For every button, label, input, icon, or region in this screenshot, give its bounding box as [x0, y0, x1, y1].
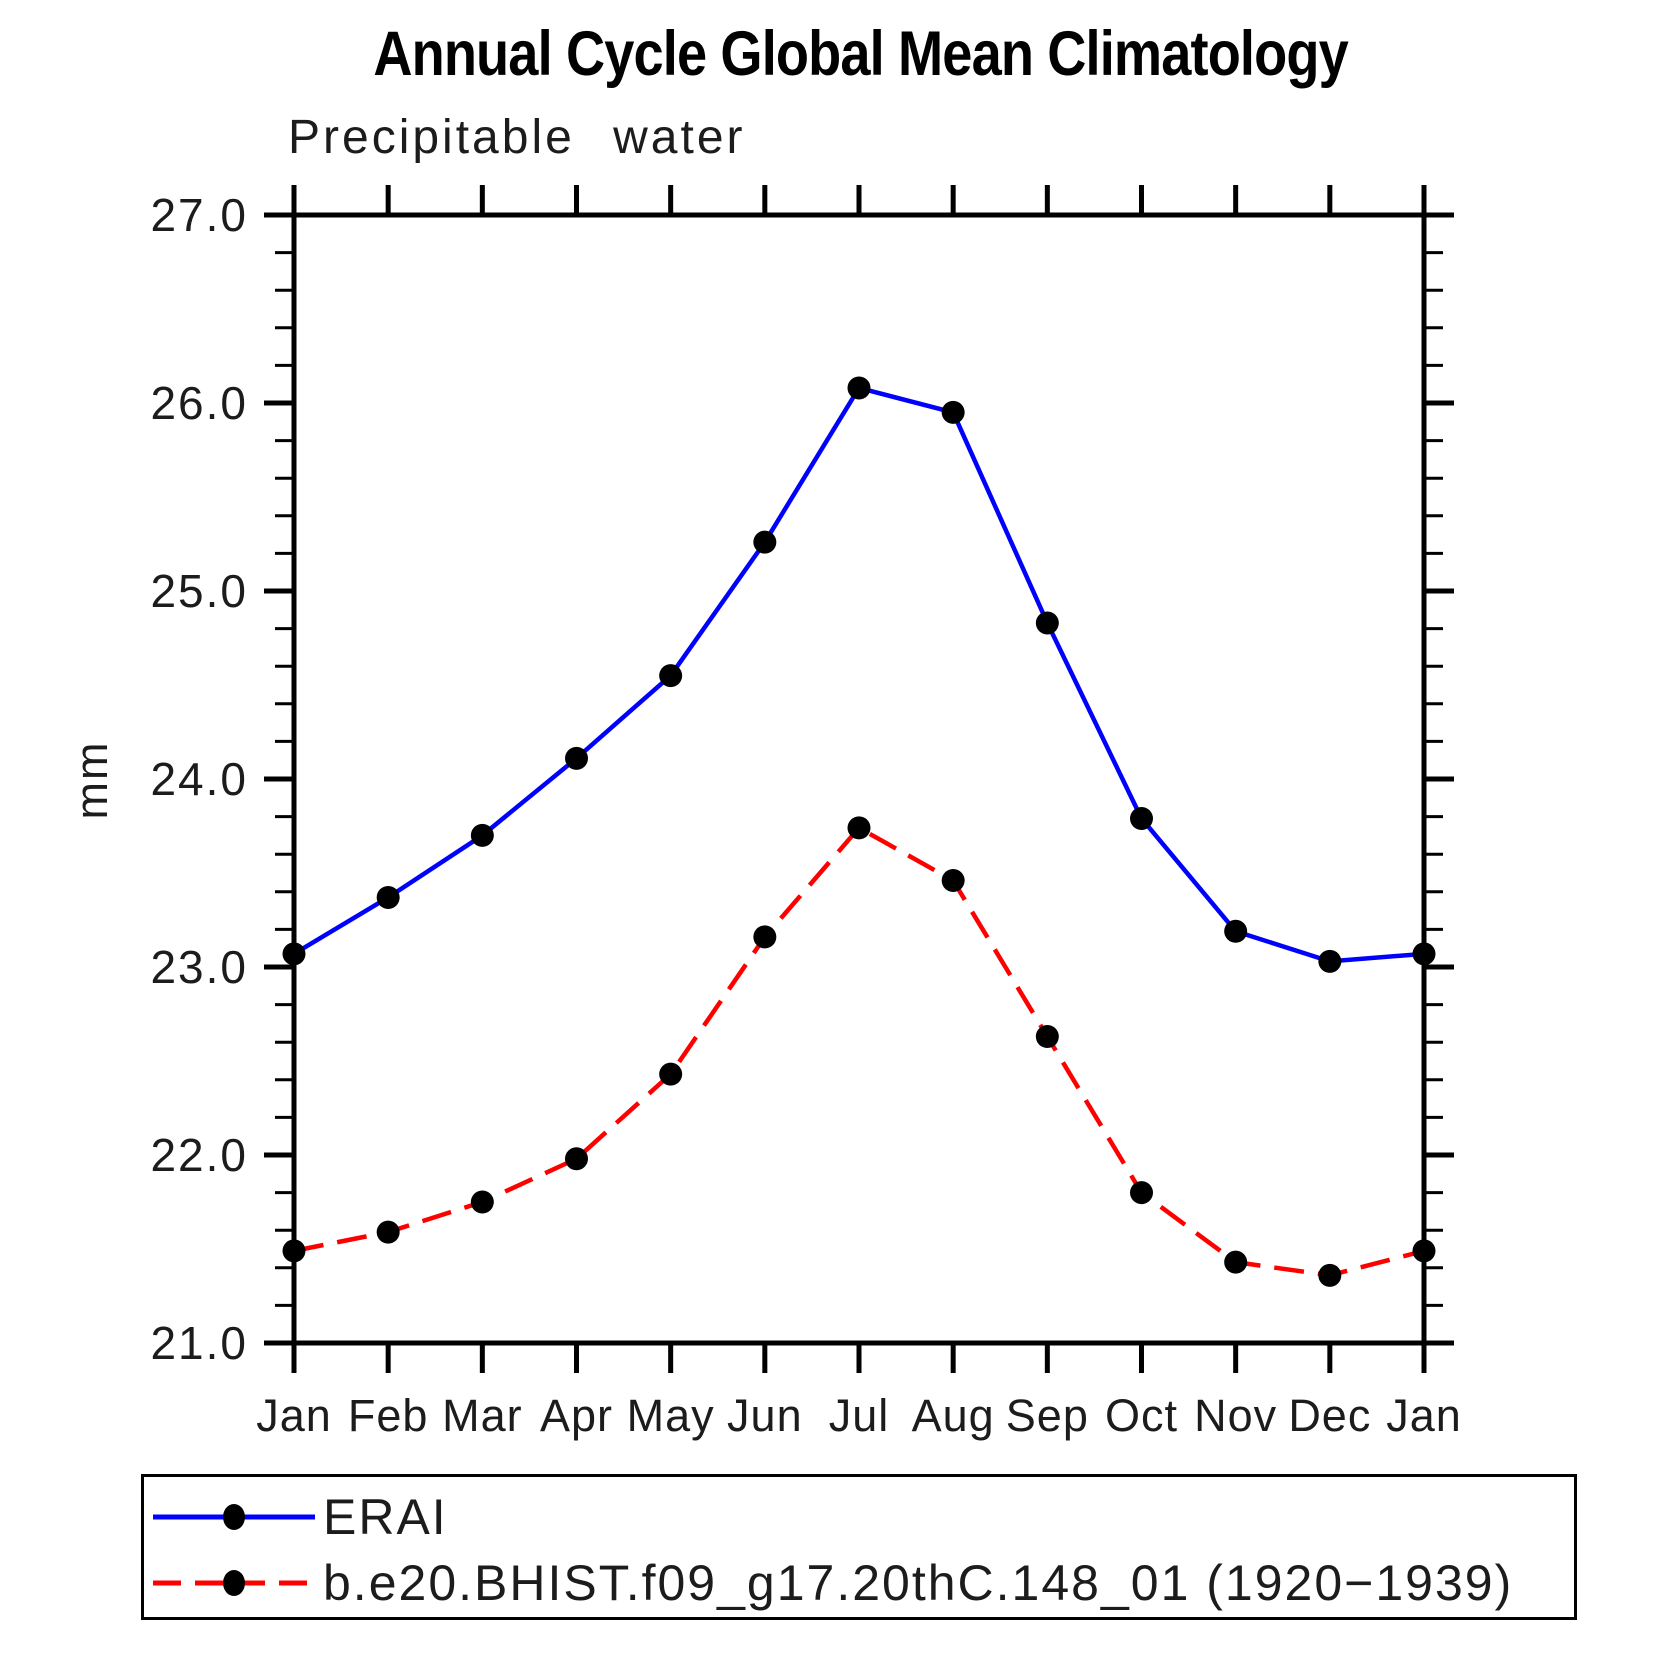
series-0-marker [753, 530, 777, 554]
series-1-marker [470, 1190, 494, 1214]
series-1-marker [1035, 1025, 1059, 1049]
series-1-marker [941, 869, 965, 893]
chart-title: Annual Cycle Global Mean Climatology [294, 18, 1424, 90]
series-0-marker [1412, 942, 1436, 966]
series-1-marker [376, 1220, 400, 1244]
y-tick-label: 22.0 [150, 1129, 248, 1181]
y-tick-label: 24.0 [150, 753, 248, 805]
series-0-marker [941, 400, 965, 424]
series-0-marker [847, 376, 871, 400]
series-0-marker [1130, 806, 1153, 830]
series-1-marker [282, 1239, 306, 1263]
series-0-marker [282, 942, 306, 966]
x-tick-label: Feb [348, 1390, 429, 1441]
y-tick-label: 21.0 [150, 1317, 248, 1369]
legend-label-erai: ERAI [323, 1489, 448, 1545]
series-0-marker [659, 664, 683, 688]
x-tick-label: Jun [727, 1390, 803, 1441]
series-0-marker [1318, 949, 1342, 973]
series-0-marker [1224, 919, 1248, 943]
series-line-1 [293, 825, 1425, 1278]
x-tick-label: Oct [1105, 1390, 1178, 1441]
series-1-marker [847, 816, 871, 840]
legend-marker-0 [223, 1504, 245, 1530]
x-tick-label: Jan [1386, 1390, 1462, 1441]
series-0-marker [470, 823, 494, 847]
series-1-marker [659, 1062, 683, 1086]
y-tick-label: 23.0 [150, 941, 248, 993]
chart-subtitle: Precipitable water [288, 111, 746, 164]
x-tick-label: Sep [1006, 1390, 1089, 1441]
series-0-marker [1035, 611, 1059, 635]
x-tick-label: Dec [1288, 1390, 1371, 1441]
series-1-marker [1318, 1263, 1342, 1287]
x-tick-label: Jul [829, 1390, 890, 1441]
legend-label-model: b.e20.BHIST.f09_g17.20thC.148_01 (1920−1… [323, 1555, 1514, 1611]
legend-marker-1 [223, 1570, 245, 1596]
x-tick-label: Apr [540, 1390, 613, 1441]
legend-line-sample-model [153, 1570, 315, 1596]
series-0-marker [376, 885, 400, 909]
y-tick-label: 27.0 [150, 189, 248, 241]
x-tick-label: Mar [442, 1390, 523, 1441]
x-tick-label: May [627, 1390, 715, 1441]
x-tick-label: Jan [256, 1390, 332, 1441]
y-tick-label: 25.0 [150, 565, 248, 617]
series-0-marker [565, 746, 588, 770]
x-tick-label: Nov [1194, 1390, 1277, 1441]
legend-item-erai: ERAI [149, 1487, 448, 1547]
series-1-marker [565, 1147, 588, 1171]
series-1-marker [753, 925, 777, 949]
series-1-marker [1224, 1250, 1248, 1274]
series-1-marker [1412, 1239, 1436, 1263]
series-1-marker [1130, 1181, 1153, 1205]
legend-item-model: b.e20.BHIST.f09_g17.20thC.148_01 (1920−1… [149, 1553, 1513, 1613]
legend-box: ERAI b.e20.BHIST.f09_g17.20thC.148_01 (1… [141, 1474, 1577, 1620]
axis-frame [291, 212, 1427, 1346]
x-tick-label: Aug [912, 1390, 995, 1441]
y-tick-label: 26.0 [150, 377, 248, 429]
legend-line-sample-erai [153, 1504, 315, 1530]
chart-title-text: Annual Cycle Global Mean Climatology [373, 19, 1348, 89]
series-line-0 [292, 385, 1425, 964]
